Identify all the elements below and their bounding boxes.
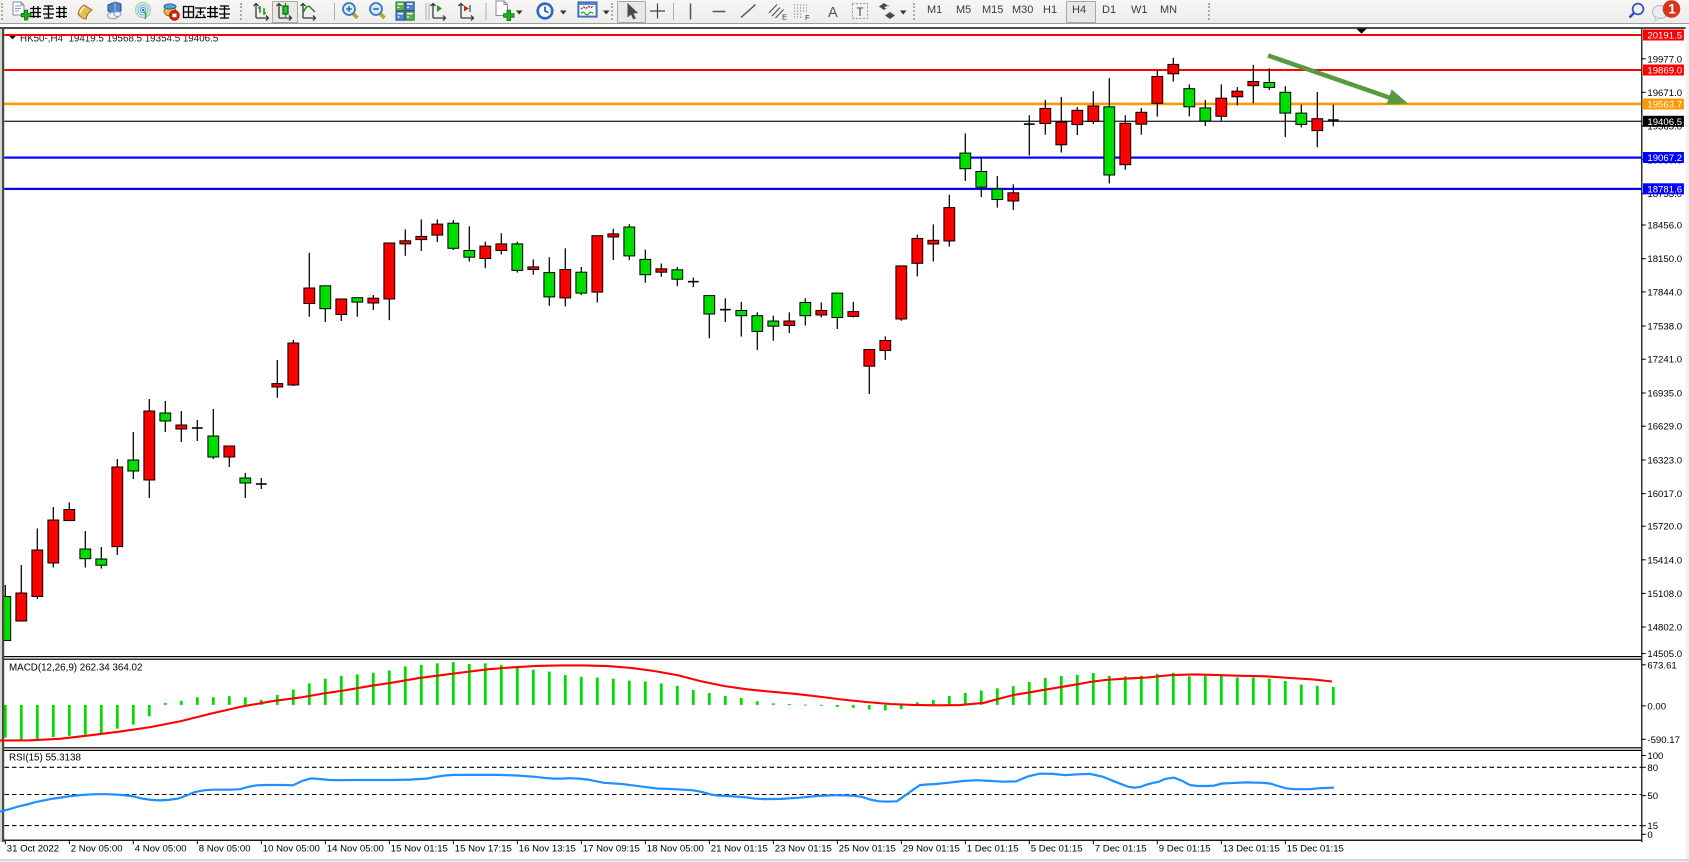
- svg-text:0: 0: [1647, 830, 1652, 841]
- svg-text:23 Nov 01:15: 23 Nov 01:15: [775, 843, 832, 854]
- svg-text:14802.0: 14802.0: [1647, 623, 1682, 634]
- svg-text:E: E: [782, 13, 787, 22]
- svg-text:18150.0: 18150.0: [1647, 254, 1682, 265]
- svg-text:15414.0: 15414.0: [1647, 555, 1682, 566]
- svg-text:-590.17: -590.17: [1647, 735, 1680, 746]
- svg-text:15720.0: 15720.0: [1647, 522, 1682, 533]
- svg-text:31 Oct 2022: 31 Oct 2022: [7, 843, 59, 854]
- svg-text:16323.0: 16323.0: [1647, 456, 1682, 467]
- svg-text:17 Nov 09:15: 17 Nov 09:15: [583, 843, 640, 854]
- svg-text:4 Nov 05:00: 4 Nov 05:00: [135, 843, 187, 854]
- svg-text:21 Nov 01:15: 21 Nov 01:15: [711, 843, 768, 854]
- svg-text:16017.0: 16017.0: [1647, 489, 1682, 500]
- svg-text:20191.5: 20191.5: [1647, 31, 1682, 42]
- svg-text:F: F: [805, 13, 810, 22]
- svg-text:15: 15: [1647, 821, 1658, 832]
- svg-text:HK50-,H4 19419.5 19568.5 1935: HK50-,H4 19419.5 19568.5 19354.5 19406.5: [20, 33, 219, 44]
- svg-text:19067.2: 19067.2: [1647, 153, 1682, 164]
- svg-text:50: 50: [1647, 791, 1658, 802]
- svg-text:15 Dec 01:15: 15 Dec 01:15: [1287, 843, 1344, 854]
- svg-text:7 Dec 01:15: 7 Dec 01:15: [1095, 843, 1147, 854]
- svg-text:T: T: [857, 7, 864, 19]
- svg-text:25 Nov 01:15: 25 Nov 01:15: [839, 843, 896, 854]
- svg-text:18753.0: 18753.0: [1647, 189, 1682, 200]
- svg-text:29 Nov 01:15: 29 Nov 01:15: [903, 843, 960, 854]
- svg-text:1 Dec 01:15: 1 Dec 01:15: [967, 843, 1019, 854]
- svg-text:8 Nov 05:00: 8 Nov 05:00: [199, 843, 251, 854]
- svg-text:673.61: 673.61: [1647, 660, 1676, 671]
- svg-text:MACD(12,26,9) 262.34 364.02: MACD(12,26,9) 262.34 364.02: [9, 662, 142, 673]
- svg-text:17538.0: 17538.0: [1647, 322, 1682, 333]
- svg-text:15 Nov 01:15: 15 Nov 01:15: [391, 843, 448, 854]
- svg-text:15108.0: 15108.0: [1647, 589, 1682, 600]
- svg-text:19563.7: 19563.7: [1647, 100, 1682, 111]
- svg-text:0.00: 0.00: [1647, 701, 1666, 712]
- svg-text:80: 80: [1647, 763, 1658, 774]
- svg-text:9 Dec 01:15: 9 Dec 01:15: [1159, 843, 1211, 854]
- svg-text:16 Nov 13:15: 16 Nov 13:15: [519, 843, 576, 854]
- svg-text:16629.0: 16629.0: [1647, 422, 1682, 433]
- svg-text:19406.5: 19406.5: [1647, 117, 1682, 128]
- svg-text:18781.6: 18781.6: [1647, 184, 1682, 195]
- svg-text:19869.0: 19869.0: [1647, 66, 1682, 77]
- svg-text:100: 100: [1647, 751, 1663, 762]
- svg-text:1: 1: [1668, 2, 1676, 17]
- svg-text:13 Dec 01:15: 13 Dec 01:15: [1223, 843, 1280, 854]
- svg-text:14505.0: 14505.0: [1647, 649, 1682, 660]
- svg-text:16935.0: 16935.0: [1647, 389, 1682, 400]
- svg-text:10 Nov 05:00: 10 Nov 05:00: [263, 843, 320, 854]
- svg-text:17844.0: 17844.0: [1647, 287, 1682, 298]
- svg-text:5 Dec 01:15: 5 Dec 01:15: [1031, 843, 1083, 854]
- svg-text:19365.0: 19365.0: [1647, 122, 1682, 133]
- svg-text:18 Nov 05:00: 18 Nov 05:00: [647, 843, 704, 854]
- svg-text:18456.0: 18456.0: [1647, 221, 1682, 232]
- svg-text:RSI(15) 55.3138: RSI(15) 55.3138: [9, 752, 81, 763]
- svg-text:14 Nov 05:00: 14 Nov 05:00: [327, 843, 384, 854]
- svg-text:19671.0: 19671.0: [1647, 88, 1682, 99]
- svg-text:2 Nov 05:00: 2 Nov 05:00: [71, 843, 123, 854]
- svg-text:15 Nov 17:15: 15 Nov 17:15: [455, 843, 512, 854]
- svg-text:19977.0: 19977.0: [1647, 54, 1682, 65]
- svg-text:17241.0: 17241.0: [1647, 355, 1682, 366]
- svg-text:A: A: [828, 5, 838, 21]
